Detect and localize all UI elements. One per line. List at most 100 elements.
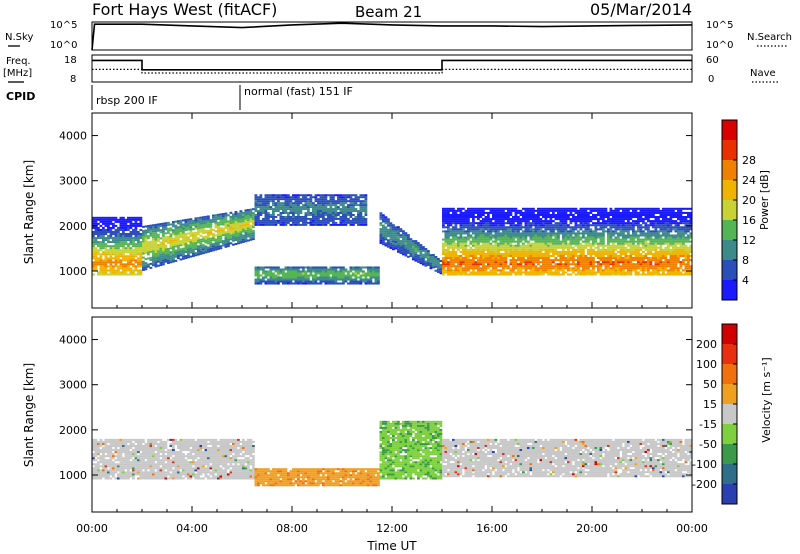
echo-cell xyxy=(359,268,363,271)
echo-cell xyxy=(464,211,468,214)
echo-cell xyxy=(137,259,140,262)
echo-cell xyxy=(527,257,530,260)
echo-cell xyxy=(127,257,130,260)
echo-cell xyxy=(607,265,610,268)
echo-cell xyxy=(262,212,265,214)
echo-cell xyxy=(99,245,103,248)
echo-cell xyxy=(537,236,540,239)
echo-cell xyxy=(617,273,620,276)
echo-cell xyxy=(517,259,520,262)
echo-cell xyxy=(199,234,203,237)
echo-cell xyxy=(602,224,605,227)
echo-cell xyxy=(189,245,193,248)
echo-cell xyxy=(499,242,503,245)
echo-cell xyxy=(599,269,603,272)
echo-cell xyxy=(607,271,610,274)
echo-cell xyxy=(187,250,190,253)
echo-cell xyxy=(269,215,273,218)
echo-cell xyxy=(557,242,560,245)
echo-cell xyxy=(642,242,645,245)
echo-cell xyxy=(467,259,470,262)
echo-cell xyxy=(289,212,293,214)
echo-cell xyxy=(134,220,138,223)
echo-cell xyxy=(457,236,460,239)
echo-cell xyxy=(462,216,465,219)
echo-cell xyxy=(242,218,245,221)
echo-cell xyxy=(139,269,143,272)
echo-cell xyxy=(197,237,200,240)
echo-cell xyxy=(327,219,330,222)
echo-cell xyxy=(559,250,563,253)
echo-cell xyxy=(442,209,445,212)
echo-cell xyxy=(472,269,475,272)
echo-cell xyxy=(627,240,630,243)
echo-cell xyxy=(479,207,483,210)
echo-cell xyxy=(442,271,445,274)
echo-cell xyxy=(332,270,335,273)
echo-cell xyxy=(247,221,250,224)
echo-cell xyxy=(609,244,613,247)
echo-cell xyxy=(522,244,525,247)
echo-cell xyxy=(524,265,528,268)
echo-cell xyxy=(199,246,203,249)
echo-cell xyxy=(637,250,640,253)
echo-cell xyxy=(304,206,308,209)
echo-cell xyxy=(277,274,280,277)
echo-cell xyxy=(544,207,548,210)
echo-cell xyxy=(399,236,403,239)
echo-cell xyxy=(212,237,215,240)
echo-cell xyxy=(522,213,525,216)
echo-cell xyxy=(444,218,448,221)
echo-cell xyxy=(354,204,358,207)
echo-cell xyxy=(464,220,468,223)
echo-cell xyxy=(304,214,308,216)
echo-cell xyxy=(312,270,315,273)
echo-cell xyxy=(324,266,328,269)
echo-cell xyxy=(142,242,145,245)
echo-cell xyxy=(264,274,268,277)
echo-cell xyxy=(617,261,620,264)
echo-cell xyxy=(467,236,470,239)
echo-cell xyxy=(442,211,445,214)
echo-cell xyxy=(184,237,188,240)
echo-cell xyxy=(302,206,305,209)
echo-cell xyxy=(209,229,213,232)
echo-cell xyxy=(604,220,608,223)
echo-cell xyxy=(449,252,453,255)
echo-cell xyxy=(502,242,505,245)
echo-cell xyxy=(429,258,433,261)
echo-cell xyxy=(162,232,165,235)
echo-cell xyxy=(129,273,133,276)
echo-cell xyxy=(469,222,473,225)
echo-cell xyxy=(544,248,548,251)
echo-cell xyxy=(339,215,343,218)
echo-cell xyxy=(647,273,650,276)
echo-cell xyxy=(384,232,388,235)
echo-cell xyxy=(634,248,638,251)
echo-cell xyxy=(272,200,275,203)
echo-cell xyxy=(139,253,143,256)
echo-cell xyxy=(587,240,590,243)
echo-cell xyxy=(547,207,550,210)
echo-cell xyxy=(317,194,320,197)
echo-cell xyxy=(289,270,293,273)
echo-cell xyxy=(644,234,648,237)
echo-cell xyxy=(487,236,490,239)
echo-cell xyxy=(567,269,570,272)
echo-cell xyxy=(257,270,260,273)
echo-cell xyxy=(179,252,183,255)
echo-cell xyxy=(569,259,573,262)
echo-cell xyxy=(642,234,645,237)
freq-line xyxy=(92,59,692,71)
echo-cell xyxy=(504,216,508,219)
echo-cell xyxy=(294,198,298,201)
echo-cell xyxy=(642,230,645,233)
echo-cell xyxy=(364,282,368,285)
echo-cell xyxy=(594,271,598,274)
echo-cell xyxy=(272,268,275,271)
echo-cell xyxy=(477,265,480,268)
echo-cell xyxy=(557,209,560,212)
echo-cell xyxy=(262,204,265,207)
echo-cell xyxy=(514,213,518,216)
echo-cell xyxy=(264,219,268,222)
